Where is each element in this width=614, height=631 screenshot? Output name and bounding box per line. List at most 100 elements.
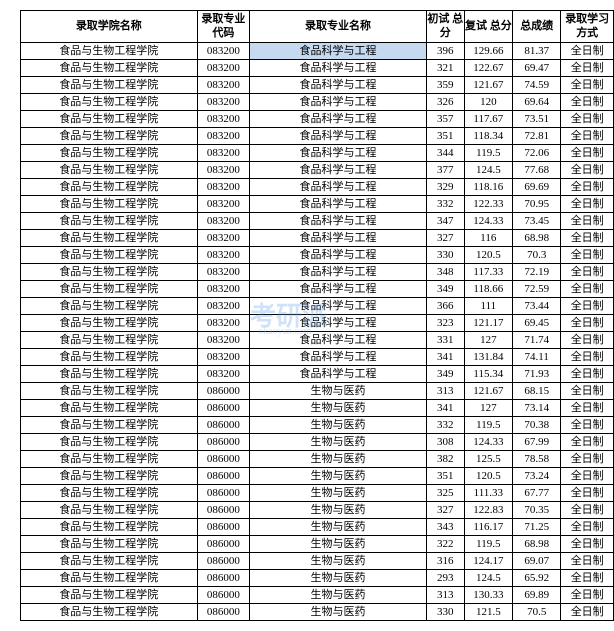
cell: 347: [426, 213, 464, 230]
cell: 食品与生物工程学院: [21, 332, 198, 349]
cell: 全日制: [561, 553, 614, 570]
cell: 118.34: [464, 128, 512, 145]
cell: 食品科学与工程: [250, 213, 427, 230]
cell: 70.38: [513, 417, 561, 434]
cell: 086000: [197, 400, 250, 417]
cell: 316: [426, 553, 464, 570]
cell: 全日制: [561, 434, 614, 451]
cell: 120: [464, 94, 512, 111]
cell: 生物与医药: [250, 570, 427, 587]
cell: 70.5: [513, 604, 561, 621]
cell: 全日制: [561, 451, 614, 468]
cell: 全日制: [561, 485, 614, 502]
table-row: 食品与生物工程学院083200食品科学与工程323121.1769.45全日制: [21, 315, 614, 332]
cell: 食品科学与工程: [250, 145, 427, 162]
cell: 086000: [197, 519, 250, 536]
cell: 74.59: [513, 77, 561, 94]
cell: 121.5: [464, 604, 512, 621]
cell: 73.24: [513, 468, 561, 485]
cell: 121.17: [464, 315, 512, 332]
table-row: 食品与生物工程学院086000生物与医药330121.570.5全日制: [21, 604, 614, 621]
table-row: 食品与生物工程学院086000生物与医药325111.3367.77全日制: [21, 485, 614, 502]
cell: 116: [464, 230, 512, 247]
cell: 全日制: [561, 519, 614, 536]
cell: 食品与生物工程学院: [21, 213, 198, 230]
cell: 083200: [197, 111, 250, 128]
cell: 083200: [197, 264, 250, 281]
table-row: 食品与生物工程学院086000生物与医药322119.568.98全日制: [21, 536, 614, 553]
table-row: 食品与生物工程学院086000生物与医药351120.573.24全日制: [21, 468, 614, 485]
cell: 食品科学与工程: [250, 196, 427, 213]
cell: 332: [426, 417, 464, 434]
cell: 69.07: [513, 553, 561, 570]
cell: 73.51: [513, 111, 561, 128]
cell: 348: [426, 264, 464, 281]
table-row: 食品与生物工程学院083200食品科学与工程347124.3373.45全日制: [21, 213, 614, 230]
cell: 111.33: [464, 485, 512, 502]
cell: 086000: [197, 485, 250, 502]
cell: 食品与生物工程学院: [21, 485, 198, 502]
cell: 全日制: [561, 366, 614, 383]
cell: 全日制: [561, 196, 614, 213]
table-row: 食品与生物工程学院083200食品科学与工程32612069.64全日制: [21, 94, 614, 111]
cell: 食品科学与工程: [250, 281, 427, 298]
cell: 325: [426, 485, 464, 502]
cell: 生物与医药: [250, 604, 427, 621]
cell: 食品与生物工程学院: [21, 570, 198, 587]
cell: 全日制: [561, 281, 614, 298]
cell: 083200: [197, 162, 250, 179]
cell: 食品与生物工程学院: [21, 77, 198, 94]
cell: 351: [426, 128, 464, 145]
cell: 313: [426, 383, 464, 400]
cell: 293: [426, 570, 464, 587]
table-row: 食品与生物工程学院086000生物与医药34112773.14全日制: [21, 400, 614, 417]
cell: 127: [464, 400, 512, 417]
cell: 122.33: [464, 196, 512, 213]
cell: 70.35: [513, 502, 561, 519]
cell: 食品科学与工程: [250, 315, 427, 332]
header-row: 录取学院名称 录取专业 代码 录取专业名称 初试 总分 复试 总分 总成绩 录取…: [21, 11, 614, 43]
cell: 115.34: [464, 366, 512, 383]
cell: 121.67: [464, 383, 512, 400]
table-row: 食品与生物工程学院083200食品科学与工程396129.6681.37全日制: [21, 43, 614, 60]
cell: 71.74: [513, 332, 561, 349]
table-row: 食品与生物工程学院083200食品科学与工程36611173.44全日制: [21, 298, 614, 315]
cell: 73.45: [513, 213, 561, 230]
cell: 086000: [197, 570, 250, 587]
cell: 120.5: [464, 247, 512, 264]
cell: 全日制: [561, 349, 614, 366]
cell: 全日制: [561, 383, 614, 400]
cell: 120.5: [464, 468, 512, 485]
cell: 322: [426, 536, 464, 553]
cell: 124.17: [464, 553, 512, 570]
cell: 食品与生物工程学院: [21, 281, 198, 298]
cell: 全日制: [561, 60, 614, 77]
cell: 116.17: [464, 519, 512, 536]
table-row: 食品与生物工程学院083200食品科学与工程32711668.98全日制: [21, 230, 614, 247]
cell: 73.44: [513, 298, 561, 315]
cell: 81.37: [513, 43, 561, 60]
cell: 72.06: [513, 145, 561, 162]
header-total: 总成绩: [513, 11, 561, 43]
cell: 全日制: [561, 468, 614, 485]
cell: 73.14: [513, 400, 561, 417]
cell: 全日制: [561, 536, 614, 553]
cell: 全日制: [561, 604, 614, 621]
cell: 119.5: [464, 417, 512, 434]
cell: 083200: [197, 94, 250, 111]
cell: 349: [426, 281, 464, 298]
cell: 食品与生物工程学院: [21, 502, 198, 519]
cell: 全日制: [561, 77, 614, 94]
cell: 全日制: [561, 179, 614, 196]
cell: 70.3: [513, 247, 561, 264]
cell: 食品科学与工程: [250, 43, 427, 60]
table-row: 食品与生物工程学院083200食品科学与工程377124.577.68全日制: [21, 162, 614, 179]
header-mode: 录取学习 方式: [561, 11, 614, 43]
cell: 食品科学与工程: [250, 77, 427, 94]
cell: 083200: [197, 196, 250, 213]
cell: 67.99: [513, 434, 561, 451]
header-score2: 复试 总分: [464, 11, 512, 43]
cell: 全日制: [561, 570, 614, 587]
cell: 食品与生物工程学院: [21, 519, 198, 536]
cell: 118.16: [464, 179, 512, 196]
